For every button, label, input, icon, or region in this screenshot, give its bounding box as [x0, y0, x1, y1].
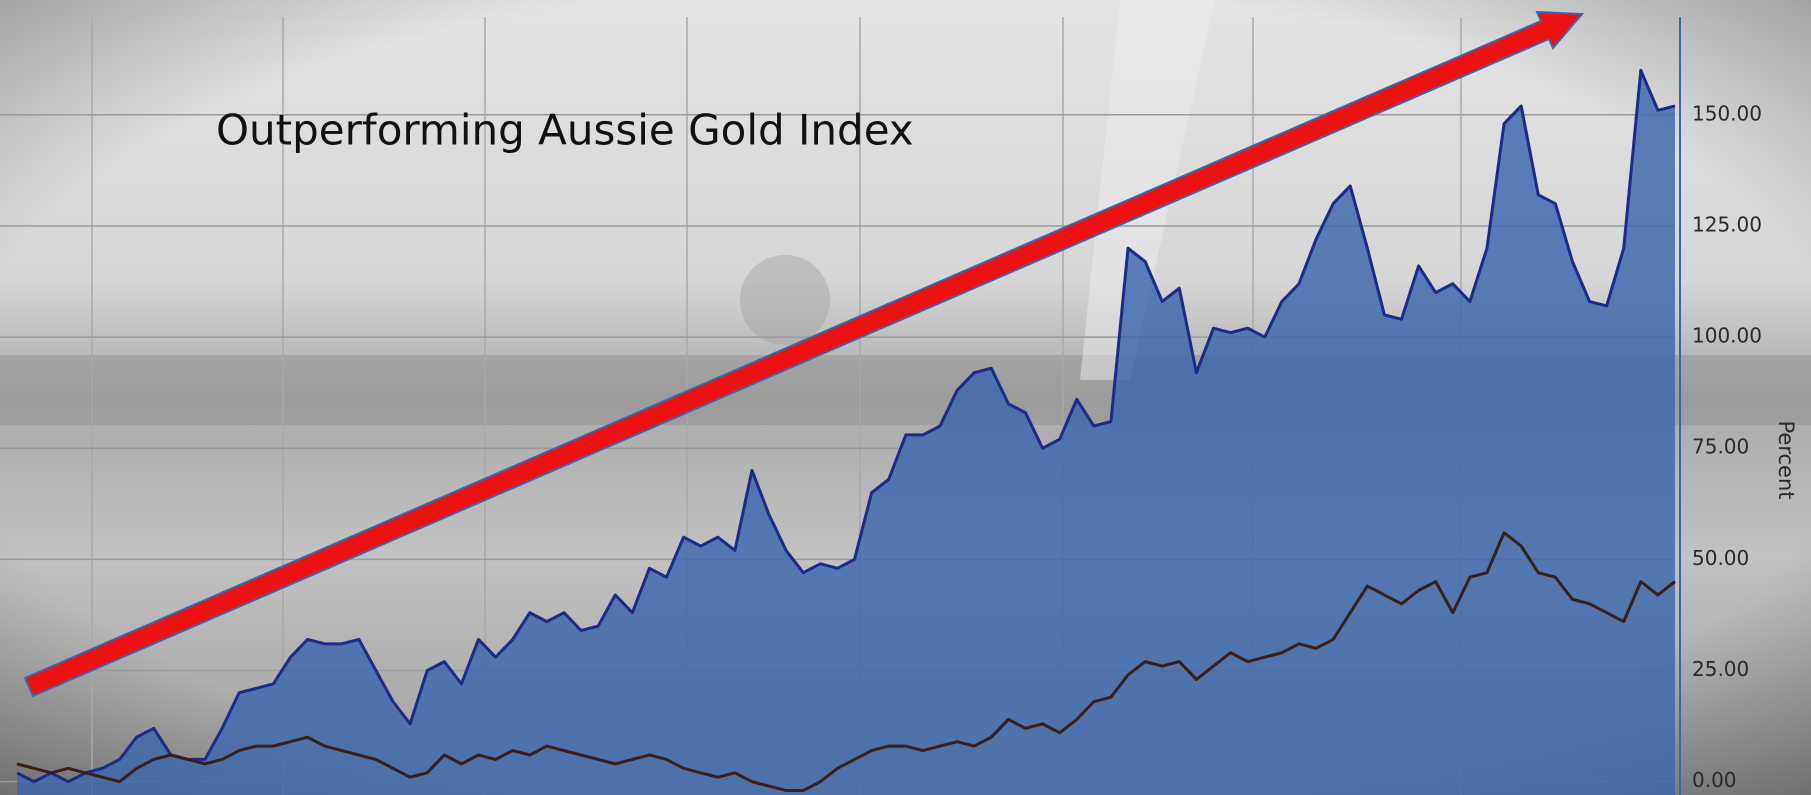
y-tick-label: 0.00: [1692, 768, 1737, 792]
trend-arrow: [23, 10, 1585, 698]
area-fill: [17, 70, 1675, 795]
chart-title: Outperforming Aussie Gold Index: [216, 106, 914, 155]
y-axis-label: Percent: [1774, 420, 1798, 499]
area-line: [16, 68, 1676, 784]
y-axis: 0.00 25.00 50.00 75.00 100.00 125.00 150.00: [1692, 101, 1762, 792]
y-tick-label: 150.00: [1692, 101, 1762, 125]
plot: [16, 68, 1676, 795]
y-tick-label: 125.00: [1692, 212, 1762, 236]
y-tick-label: 50.00: [1692, 546, 1749, 570]
line: [16, 531, 1676, 793]
y-tick-label: 100.00: [1692, 324, 1762, 348]
y-tick-label: 25.00: [1692, 657, 1749, 681]
y-tick-label: 75.00: [1692, 435, 1749, 459]
